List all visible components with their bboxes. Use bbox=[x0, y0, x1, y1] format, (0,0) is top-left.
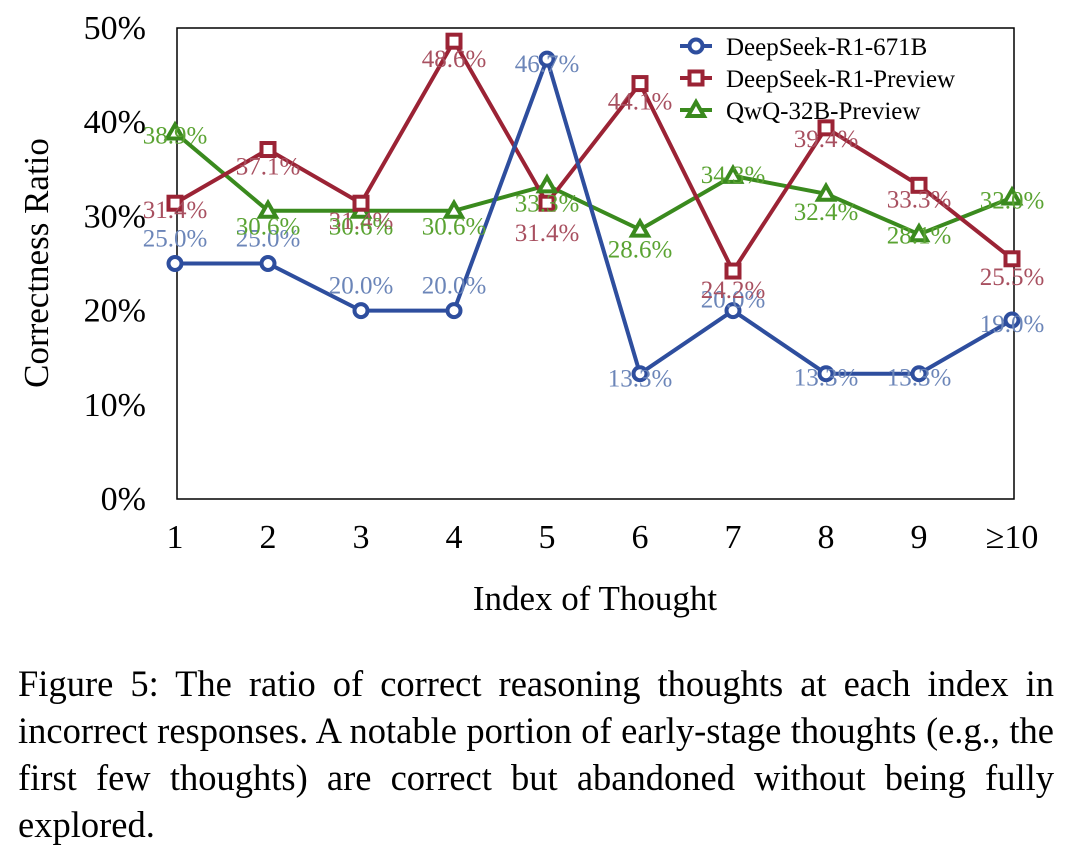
data-label: 20.0% bbox=[422, 273, 487, 300]
data-label: 33.3% bbox=[515, 190, 580, 217]
square-marker bbox=[445, 32, 463, 50]
series-line-1 bbox=[173, 37, 1014, 276]
circle-marker bbox=[445, 302, 463, 320]
square-marker bbox=[166, 194, 184, 212]
square-marker bbox=[724, 262, 742, 280]
y-tick-label: 0% bbox=[101, 481, 146, 518]
x-tick-label: 3 bbox=[353, 519, 370, 556]
data-label: 25.0% bbox=[236, 226, 301, 253]
circle-marker bbox=[259, 255, 277, 272]
series-line-0 bbox=[175, 52, 1014, 377]
series-line-2 bbox=[173, 131, 1013, 237]
x-axis-label: Index of Thought bbox=[473, 579, 718, 618]
circle-marker bbox=[352, 302, 370, 320]
square-marker bbox=[687, 69, 705, 87]
square-marker bbox=[259, 141, 277, 159]
series-markers bbox=[163, 32, 1024, 383]
y-tick-label: 30% bbox=[84, 198, 146, 235]
y-tick-label: 50% bbox=[84, 10, 146, 47]
data-label: 30.6% bbox=[329, 214, 394, 241]
data-label: 38.9% bbox=[143, 123, 208, 150]
triangle-marker bbox=[907, 222, 931, 243]
circle-marker bbox=[687, 37, 705, 55]
square-marker bbox=[817, 119, 835, 137]
data-label: 48.6% bbox=[422, 46, 487, 73]
legend-label: DeepSeek-R1-Preview bbox=[726, 66, 955, 93]
circle-marker bbox=[538, 50, 556, 68]
square-marker bbox=[910, 176, 928, 194]
data-labels: 25.0% 25.0% 20.0% 20.0% 46.7% 13.3% 20.0% 13.3%… bbox=[143, 46, 1045, 393]
data-label: 37.1% bbox=[236, 154, 301, 181]
data-label: 30.6% bbox=[422, 214, 487, 241]
data-label: 34.3% bbox=[701, 162, 766, 189]
x-tick-label: 1 bbox=[167, 519, 184, 556]
circle-marker bbox=[910, 365, 928, 383]
data-label: 25.0% bbox=[143, 226, 208, 253]
square-marker bbox=[538, 194, 556, 212]
data-label: 31.4% bbox=[143, 197, 208, 224]
y-axis-label: Correctness Ratio bbox=[17, 138, 56, 388]
legend-label: DeepSeek-R1-671B bbox=[726, 34, 927, 61]
data-label: 31.4% bbox=[515, 220, 580, 247]
data-label: 20.0% bbox=[329, 273, 394, 300]
circle-marker bbox=[1003, 311, 1021, 329]
data-label: 19.0% bbox=[980, 311, 1045, 338]
data-label: 39.4% bbox=[794, 126, 859, 153]
y-tick-labels: 0% 10% 20% 30% 40% 50% bbox=[84, 10, 146, 518]
data-label: 24.2% bbox=[701, 277, 766, 304]
square-marker bbox=[352, 194, 370, 212]
circle-marker bbox=[817, 365, 835, 383]
triangle-marker bbox=[628, 217, 652, 238]
y-tick-label: 40% bbox=[84, 104, 146, 141]
triangle-marker bbox=[163, 120, 187, 141]
data-label: 13.3% bbox=[608, 366, 673, 393]
circle-marker bbox=[724, 302, 742, 320]
legend: DeepSeek-R1-671B DeepSeek-R1-Preview QwQ-3… bbox=[680, 34, 955, 125]
circle-marker bbox=[166, 255, 184, 272]
triangle-marker bbox=[721, 163, 745, 184]
data-label: 31.4% bbox=[329, 208, 394, 235]
data-label: 46.7% bbox=[515, 51, 580, 78]
series-lines bbox=[173, 37, 1014, 377]
data-label: 28.6% bbox=[608, 237, 673, 264]
x-tick-label: 2 bbox=[260, 519, 277, 556]
x-tick-label: 4 bbox=[446, 519, 463, 556]
data-label: 32.4% bbox=[794, 199, 859, 226]
triangle-marker bbox=[684, 97, 708, 118]
x-tick-label: 8 bbox=[818, 519, 835, 556]
y-tick-label: 10% bbox=[84, 387, 146, 424]
data-label: 44.1% bbox=[608, 89, 673, 116]
square-marker bbox=[1003, 250, 1021, 268]
x-tick-label: 9 bbox=[911, 519, 928, 556]
y-tick-label: 20% bbox=[84, 293, 146, 330]
x-tick-label: 5 bbox=[539, 519, 556, 556]
legend-label: QwQ-32B-Preview bbox=[726, 98, 920, 125]
data-label: 20.0% bbox=[701, 287, 766, 314]
data-label: 28.1% bbox=[887, 222, 952, 249]
triangle-marker bbox=[535, 173, 559, 194]
data-label: 33.3% bbox=[887, 186, 952, 213]
triangle-marker bbox=[256, 198, 280, 219]
x-tick-label: 6 bbox=[632, 519, 649, 556]
square-marker bbox=[631, 75, 649, 93]
data-label: 30.6% bbox=[236, 214, 301, 241]
x-tick-label: ≥10 bbox=[986, 519, 1039, 556]
triangle-marker bbox=[442, 198, 466, 219]
triangle-marker bbox=[814, 181, 838, 202]
circle-marker bbox=[631, 365, 649, 383]
data-label: 13.3% bbox=[794, 365, 859, 392]
x-tick-label: 7 bbox=[725, 519, 742, 556]
figure-caption: Figure 5: The ratio of correct reasoning… bbox=[18, 663, 1054, 845]
data-label: 32.0% bbox=[980, 188, 1045, 215]
x-tick-labels: 1 2 3 4 5 6 7 8 9 ≥10 bbox=[167, 519, 1039, 556]
data-label: 25.5% bbox=[980, 264, 1045, 291]
triangle-marker bbox=[1000, 185, 1024, 206]
line-chart: 0%10%20%30%40%50% 1 2 3 4 5 6 7 8 9 ≥10 25.0% 25.0… bbox=[17, 10, 1045, 618]
data-label: 13.3% bbox=[887, 365, 952, 392]
